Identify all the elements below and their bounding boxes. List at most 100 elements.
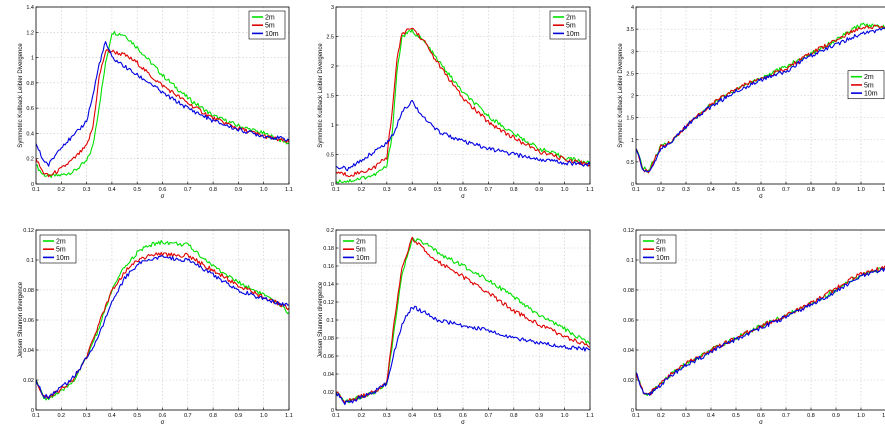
y-tick-label: 3	[631, 49, 634, 55]
legend-label: 10m	[265, 31, 279, 38]
x-tick-label: 0.5	[133, 413, 141, 419]
x-tick-label: 0.1	[632, 413, 640, 419]
y-tick-label: 0.18	[323, 246, 334, 252]
y-tick-label: 0.1	[26, 258, 34, 264]
x-axis-label: σ	[161, 420, 165, 424]
x-tick-label: 0.4	[707, 413, 715, 419]
x-tick-label: 0.2	[358, 413, 366, 419]
axes-frame	[635, 229, 885, 411]
axes-frame	[35, 229, 290, 411]
x-tick-label: 1.1	[285, 413, 293, 419]
y-tick-label: 0.06	[323, 354, 334, 360]
x-tick-label: 0.4	[408, 187, 416, 193]
legend-label: 10m	[56, 255, 70, 262]
x-tick-label: 1.1	[882, 413, 885, 419]
y-tick-label: 0.5	[326, 153, 334, 159]
x-tick-label: 1.0	[260, 187, 268, 193]
series-line-10m	[636, 267, 885, 396]
x-tick-label: 0.8	[510, 413, 518, 419]
x-tick-label: 0.7	[782, 187, 790, 193]
y-tick-label: 0	[631, 182, 634, 188]
series-line-10m	[336, 99, 590, 172]
y-tick-label: 0.06	[23, 318, 34, 324]
y-tick-label: 1.4	[26, 5, 34, 11]
x-tick-label: 0.6	[757, 413, 765, 419]
x-tick-label: 0.1	[632, 187, 640, 193]
y-tick-label: 0.4	[26, 131, 34, 137]
y-tick-label: 0.04	[323, 372, 334, 378]
legend-label: 2m	[864, 74, 874, 81]
y-tick-label: 0.8	[26, 81, 34, 87]
y-tick-label: 0	[631, 408, 634, 414]
x-tick-label: 1.0	[561, 413, 569, 419]
chart-panel-6: 0.1 0.2 0.3 0.4 0.5 0.6 0.7 0.8 0.9 1.0 1.1 0 0.02 0.…	[623, 228, 885, 424]
x-tick-label: 1.1	[586, 413, 594, 419]
axes-frame	[335, 6, 591, 185]
y-tick-label: 2	[631, 94, 634, 100]
y-tick-label: 1.5	[626, 116, 634, 122]
y-tick-label: 0	[331, 182, 334, 188]
y-tick-label: 0.2	[326, 228, 334, 234]
axes-frame	[635, 6, 885, 185]
x-tick-label: 1.0	[857, 413, 865, 419]
x-tick-label: 0.2	[657, 413, 665, 419]
series-line-10m	[36, 255, 289, 400]
x-tick-label: 0.4	[108, 187, 116, 193]
y-tick-label: 1	[631, 138, 634, 144]
x-tick-label: 0.1	[32, 413, 40, 419]
y-tick-label: 0.12	[623, 228, 634, 234]
y-tick-label: 0.08	[23, 288, 34, 294]
y-tick-label: 2.5	[626, 71, 634, 77]
y-tick-label: 0.06	[623, 318, 634, 324]
legend-label: 5m	[864, 82, 874, 89]
series-line-10m	[336, 305, 590, 406]
axes-frame	[35, 6, 290, 185]
x-tick-label: 0.5	[434, 413, 442, 419]
x-tick-label: 0.3	[682, 413, 690, 419]
x-tick-label: 0.9	[535, 187, 543, 193]
series-line-2m	[36, 30, 289, 179]
y-tick-label: 0.08	[323, 336, 334, 342]
x-tick-label: 1.0	[260, 413, 268, 419]
x-tick-label: 0.4	[408, 413, 416, 419]
chart-panel-2: 0.1 0.2 0.3 0.4 0.5 0.6 0.7 0.8 0.9 1.0 1.1 0 0.5 1 1.…	[318, 5, 594, 200]
x-tick-label: 0.4	[707, 187, 715, 193]
x-axis-label: σ	[759, 194, 763, 200]
legend-label: 10m	[864, 91, 878, 98]
x-tick-label: 0.2	[57, 187, 65, 193]
legend-label: 5m	[56, 247, 66, 254]
y-tick-label: 2.5	[326, 35, 334, 41]
y-tick-label: 0.1	[626, 258, 634, 264]
legend-label: 10m	[566, 31, 580, 38]
x-tick-label: 0.1	[332, 413, 340, 419]
y-tick-label: 0.16	[323, 264, 334, 270]
x-axis-label: σ	[461, 194, 465, 200]
x-tick-label: 0.7	[184, 413, 192, 419]
x-axis-label: σ	[161, 194, 165, 200]
y-tick-label: 0.5	[626, 160, 634, 166]
y-tick-label: 1	[331, 123, 334, 129]
y-tick-label: 0	[31, 408, 34, 414]
x-tick-label: 0.1	[332, 187, 340, 193]
y-tick-label: 0.04	[623, 348, 634, 354]
legend-box	[339, 234, 377, 264]
x-tick-label: 0.6	[459, 413, 467, 419]
x-tick-label: 0.7	[485, 413, 493, 419]
x-tick-label: 0.5	[732, 187, 740, 193]
x-tick-label: 1.0	[857, 187, 865, 193]
y-axis-label: Jensen Shannon divergence	[18, 281, 24, 358]
y-tick-label: 0	[31, 182, 34, 188]
x-tick-label: 0.3	[383, 187, 391, 193]
x-tick-label: 1.1	[882, 187, 885, 193]
series-line-10m	[636, 27, 885, 173]
x-tick-label: 0.3	[383, 413, 391, 419]
x-tick-label: 0.6	[159, 413, 167, 419]
legend-label: 2m	[56, 239, 66, 246]
x-tick-label: 0.5	[133, 187, 141, 193]
x-tick-label: 0.9	[235, 413, 243, 419]
series-line-5m	[336, 236, 590, 404]
chart-panel-1: 0.1 0.2 0.3 0.4 0.5 0.6 0.7 0.8 0.9 1.0 1.1 0 0.2 0.4…	[18, 5, 293, 200]
